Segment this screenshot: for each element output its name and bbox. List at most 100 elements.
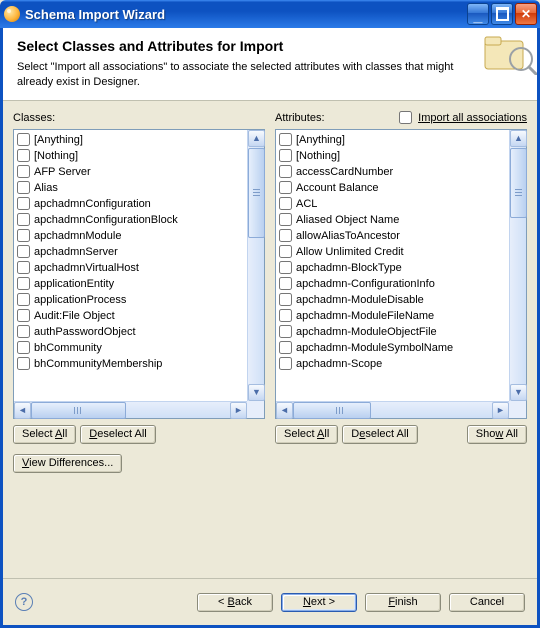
class-item-label: Alias	[34, 182, 58, 194]
class-item-checkbox[interactable]	[17, 325, 30, 338]
attribute-item-row[interactable]: apchadmn-ModuleSymbolName	[279, 340, 509, 356]
class-item-row[interactable]: [Nothing]	[17, 148, 247, 164]
attribute-item-checkbox[interactable]	[279, 133, 292, 146]
attribute-item-row[interactable]: accessCardNumber	[279, 164, 509, 180]
scroll-up-icon[interactable]: ▲	[248, 130, 265, 147]
attributes-select-all-button[interactable]: Select All	[275, 425, 338, 444]
attribute-item-label: Account Balance	[296, 182, 379, 194]
attribute-item-checkbox[interactable]	[279, 213, 292, 226]
attributes-hscrollbar[interactable]: ◄ ►	[276, 401, 509, 418]
scroll-right-icon[interactable]: ►	[492, 402, 509, 419]
show-all-button[interactable]: Show All	[467, 425, 527, 444]
scroll-down-icon[interactable]: ▼	[248, 384, 265, 401]
class-item-row[interactable]: AFP Server	[17, 164, 247, 180]
next-button[interactable]: Next >	[281, 593, 357, 612]
attribute-item-row[interactable]: Allow Unlimited Credit	[279, 244, 509, 260]
attribute-item-row[interactable]: [Nothing]	[279, 148, 509, 164]
attribute-item-row[interactable]: [Anything]	[279, 132, 509, 148]
attribute-item-checkbox[interactable]	[279, 165, 292, 178]
classes-select-all-button[interactable]: Select All	[13, 425, 76, 444]
class-item-checkbox[interactable]	[17, 197, 30, 210]
cancel-button[interactable]: Cancel	[449, 593, 525, 612]
attribute-item-checkbox[interactable]	[279, 197, 292, 210]
scroll-down-icon[interactable]: ▼	[510, 384, 527, 401]
class-item-checkbox[interactable]	[17, 261, 30, 274]
class-item-checkbox[interactable]	[17, 133, 30, 146]
class-item-row[interactable]: Audit:File Object	[17, 308, 247, 324]
class-item-checkbox[interactable]	[17, 149, 30, 162]
scroll-right-icon[interactable]: ►	[230, 402, 247, 419]
attribute-item-checkbox[interactable]	[279, 229, 292, 242]
class-item-row[interactable]: apchadmnConfiguration	[17, 196, 247, 212]
close-button[interactable]: ✕	[515, 3, 537, 25]
attributes-vscrollbar[interactable]: ▲ ▼	[509, 130, 526, 401]
class-item-row[interactable]: Alias	[17, 180, 247, 196]
attribute-item-row[interactable]: apchadmn-Scope	[279, 356, 509, 372]
attribute-item-checkbox[interactable]	[279, 277, 292, 290]
scroll-thumb[interactable]	[31, 402, 126, 419]
view-differences-button[interactable]: View Differences...	[13, 454, 122, 473]
scroll-thumb[interactable]	[248, 148, 265, 238]
class-item-checkbox[interactable]	[17, 181, 30, 194]
attribute-item-row[interactable]: apchadmn-ModuleObjectFile	[279, 324, 509, 340]
attribute-item-checkbox[interactable]	[279, 245, 292, 258]
attributes-deselect-all-button[interactable]: Deselect All	[342, 425, 418, 444]
scroll-left-icon[interactable]: ◄	[14, 402, 31, 419]
classes-hscrollbar[interactable]: ◄ ►	[14, 401, 247, 418]
class-item-row[interactable]: applicationProcess	[17, 292, 247, 308]
class-item-row[interactable]: apchadmnConfigurationBlock	[17, 212, 247, 228]
attribute-item-row[interactable]: Account Balance	[279, 180, 509, 196]
attribute-item-row[interactable]: apchadmn-ConfigurationInfo	[279, 276, 509, 292]
class-item-checkbox[interactable]	[17, 213, 30, 226]
class-item-checkbox[interactable]	[17, 165, 30, 178]
class-item-row[interactable]: bhCommunity	[17, 340, 247, 356]
class-item-checkbox[interactable]	[17, 357, 30, 370]
wizard-footer: ? < Back Next > Finish Cancel	[3, 578, 537, 625]
classes-deselect-all-button[interactable]: Deselect All	[80, 425, 155, 444]
attribute-item-row[interactable]: apchadmn-ModuleFileName	[279, 308, 509, 324]
class-item-checkbox[interactable]	[17, 229, 30, 242]
attribute-item-checkbox[interactable]	[279, 357, 292, 370]
class-item-checkbox[interactable]	[17, 277, 30, 290]
classes-vscrollbar[interactable]: ▲ ▼	[247, 130, 264, 401]
maximize-button[interactable]	[491, 3, 513, 25]
attribute-item-checkbox[interactable]	[279, 149, 292, 162]
back-button[interactable]: < Back	[197, 593, 273, 612]
attribute-item-row[interactable]: Aliased Object Name	[279, 212, 509, 228]
attribute-item-label: apchadmn-Scope	[296, 358, 382, 370]
class-item-label: AFP Server	[34, 166, 91, 178]
attributes-listbox[interactable]: [Anything][Nothing]accessCardNumber Accou…	[275, 129, 527, 419]
class-item-row[interactable]: [Anything]	[17, 132, 247, 148]
class-item-checkbox[interactable]	[17, 293, 30, 306]
help-icon[interactable]: ?	[15, 593, 33, 611]
scroll-thumb[interactable]	[293, 402, 371, 419]
attribute-item-row[interactable]: apchadmn-ModuleDisable	[279, 292, 509, 308]
class-item-row[interactable]: authPasswordObject	[17, 324, 247, 340]
attribute-item-checkbox[interactable]	[279, 261, 292, 274]
finish-button[interactable]: Finish	[365, 593, 441, 612]
attribute-item-row[interactable]: apchadmn-BlockType	[279, 260, 509, 276]
attribute-item-checkbox[interactable]	[279, 309, 292, 322]
attribute-item-checkbox[interactable]	[279, 341, 292, 354]
attribute-item-checkbox[interactable]	[279, 293, 292, 306]
attribute-item-row[interactable]: ACL	[279, 196, 509, 212]
class-item-row[interactable]: apchadmnModule	[17, 228, 247, 244]
class-item-row[interactable]: applicationEntity	[17, 276, 247, 292]
scroll-left-icon[interactable]: ◄	[276, 402, 293, 419]
scroll-up-icon[interactable]: ▲	[510, 130, 527, 147]
class-item-checkbox[interactable]	[17, 309, 30, 322]
classes-label: Classes:	[13, 112, 55, 124]
scroll-thumb[interactable]	[510, 148, 527, 218]
class-item-row[interactable]: apchadmnServer	[17, 244, 247, 260]
attribute-item-checkbox[interactable]	[279, 325, 292, 338]
attribute-item-checkbox[interactable]	[279, 181, 292, 194]
class-item-checkbox[interactable]	[17, 245, 30, 258]
import-all-associations-checkbox[interactable]: Import all associations	[395, 108, 527, 127]
class-item-checkbox[interactable]	[17, 341, 30, 354]
class-item-label: applicationProcess	[34, 294, 126, 306]
class-item-row[interactable]: apchadmnVirtualHost	[17, 260, 247, 276]
class-item-row[interactable]: bhCommunityMembership	[17, 356, 247, 372]
classes-listbox[interactable]: [Anything][Nothing] AFP Server Alias apchad…	[13, 129, 265, 419]
attribute-item-row[interactable]: allowAliasToAncestor	[279, 228, 509, 244]
minimize-button[interactable]: _	[467, 3, 489, 25]
